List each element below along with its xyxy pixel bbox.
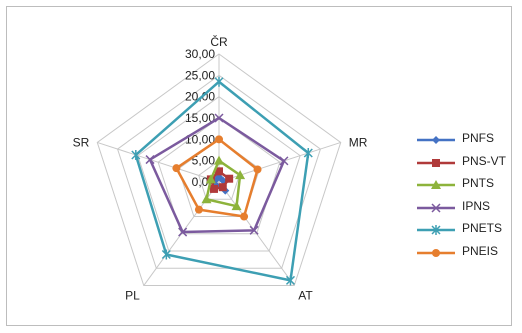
legend-label: PNETS — [462, 221, 503, 235]
grid-ring — [96, 53, 342, 287]
series-line-pnts — [205, 159, 242, 208]
data-point-pns-vt — [209, 184, 218, 193]
legend-swatch — [417, 158, 455, 167]
legend-label: PNTS — [462, 176, 495, 190]
data-point-pnts — [231, 201, 242, 211]
legend-label: PNEIS — [462, 243, 499, 258]
legend-marker — [432, 248, 440, 257]
data-point-pneis — [240, 212, 249, 221]
data-point-pneis — [215, 135, 223, 144]
data-point-pnets — [161, 249, 171, 260]
series-line-pnets — [134, 80, 310, 282]
data-point-pnts — [205, 174, 216, 184]
legend-swatch — [417, 248, 455, 257]
grid-ring — [116, 74, 322, 269]
grid-ring — [137, 96, 301, 252]
data-point-ipns — [178, 227, 188, 237]
data-point-pnets — [131, 149, 141, 160]
series-pnets — [131, 76, 313, 286]
tick-label: 15,00 — [185, 111, 215, 125]
tick-label: 30,00 — [185, 47, 215, 61]
series-line-pneis — [175, 138, 259, 218]
legend-item-ipns: IPNS — [415, 198, 515, 221]
tick-label: 25,00 — [185, 68, 215, 82]
data-point-ipns — [214, 113, 224, 123]
category-label: ČR — [210, 34, 228, 49]
legend-label: PNFS — [462, 131, 495, 145]
data-point-pneis — [253, 165, 262, 174]
legend-swatch — [417, 180, 455, 189]
radar-chart: 0,005,0010,0015,0020,0025,0030,00ČRMRATP… — [73, 34, 368, 303]
legend-marker — [432, 158, 440, 167]
tick-label: 20,00 — [185, 90, 215, 104]
legend-marker — [431, 180, 441, 189]
data-point-pnts — [214, 155, 224, 165]
legend-label: PNS-VT — [462, 153, 507, 168]
tick-label: 10,00 — [185, 132, 215, 146]
category-labels: ČR MR AT PL SR — [73, 34, 368, 303]
data-point-pnets — [214, 76, 224, 87]
data-point-pns-vt — [218, 183, 227, 192]
category-label: MR — [349, 135, 368, 149]
data-point-ipns — [279, 156, 289, 166]
series-ipns — [145, 113, 289, 237]
chart-frame: 0,00 5,00 10,00 15,00 20,00 25,00 30,00 ČR MR AT P… — [6, 6, 512, 326]
chart-legend: PNFS PNS-VT PNTS IPNS PNETS PNEIS — [415, 130, 515, 265]
data-point-ipns — [145, 155, 155, 165]
data-point-pnets — [285, 275, 296, 286]
legend-swatch — [417, 136, 455, 144]
series-pneis — [172, 135, 262, 221]
data-point-pnets — [303, 147, 313, 158]
legend-item-pneis: PNEIS — [415, 243, 515, 266]
legend-swatch — [417, 225, 455, 235]
data-point-pneis — [194, 205, 203, 214]
data-point-ipns — [249, 225, 259, 235]
legend-item-pns-vt: PNS-VT — [415, 153, 515, 176]
series-pnts — [201, 155, 246, 211]
data-point-pnts — [201, 194, 212, 204]
category-label: AT — [298, 289, 313, 303]
grid-ring — [177, 138, 261, 218]
grid-ring — [157, 117, 281, 235]
series-line-ipns — [148, 116, 286, 234]
legend-label: IPNS — [462, 198, 491, 213]
legend-marker — [431, 202, 441, 213]
legend-item-pnts: PNTS — [415, 175, 515, 198]
legend-item-pnets: PNETS — [415, 220, 515, 243]
data-point-pns-vt — [225, 174, 234, 183]
legend-item-pnfs: PNFS — [415, 130, 515, 153]
category-label: PL — [125, 289, 140, 303]
data-point-pneis — [172, 164, 181, 173]
tick-label: 5,00 — [192, 154, 216, 168]
data-point-pnts — [235, 170, 246, 180]
legend-swatch — [417, 202, 455, 213]
legend-marker — [432, 136, 440, 144]
legend-marker — [431, 225, 441, 235]
category-label: SR — [73, 135, 90, 149]
axis-spoke — [97, 141, 220, 183]
data-point-pns-vt — [215, 167, 223, 176]
